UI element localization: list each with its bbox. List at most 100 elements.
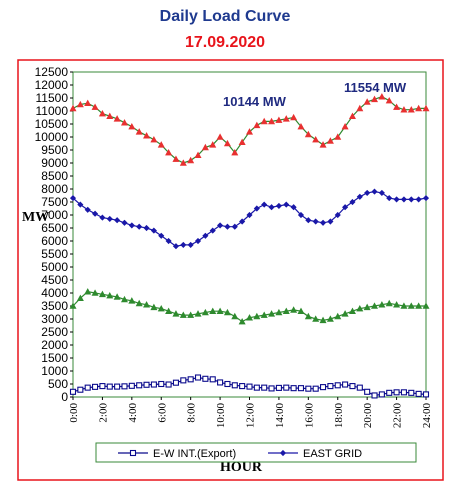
y-tick-label: 3500 — [41, 299, 68, 313]
data-point — [297, 211, 305, 219]
data-point — [165, 148, 173, 156]
data-point — [326, 315, 334, 322]
data-point — [69, 195, 77, 202]
data-point — [341, 310, 349, 317]
data-point — [128, 122, 136, 130]
data-point — [319, 384, 327, 391]
y-tick-label: 8500 — [41, 169, 68, 183]
data-point — [187, 376, 194, 383]
data-point — [69, 388, 77, 395]
data-point — [143, 381, 150, 388]
data-point — [290, 306, 298, 313]
y-tick-label: 1000 — [41, 364, 68, 378]
data-point — [408, 196, 415, 203]
data-point — [231, 382, 238, 389]
data-point — [304, 312, 312, 320]
data-point — [327, 218, 334, 225]
data-point — [275, 202, 282, 209]
data-point — [400, 196, 408, 203]
data-point — [194, 237, 202, 245]
x-tick-label: 0:00 — [68, 403, 80, 423]
data-point — [342, 204, 349, 211]
y-tick-label: 4000 — [41, 286, 68, 300]
data-point — [113, 293, 121, 300]
data-point — [180, 241, 187, 248]
data-point — [245, 314, 254, 321]
data-point — [253, 121, 261, 129]
data-point — [393, 103, 401, 110]
data-point — [371, 392, 378, 399]
y-tick-label: 9000 — [41, 156, 68, 170]
data-point — [106, 291, 114, 299]
data-point — [385, 299, 393, 307]
data-point — [246, 211, 253, 219]
legend-item-label: EAST GRID — [303, 448, 362, 460]
plot-area — [72, 71, 427, 398]
data-point — [356, 193, 363, 200]
data-point — [209, 227, 216, 234]
data-point — [194, 374, 202, 381]
x-tick-label: 24:00 — [421, 403, 433, 429]
data-point — [69, 302, 77, 309]
data-point — [217, 379, 224, 386]
data-point — [179, 311, 187, 318]
data-point — [408, 389, 415, 396]
data-point — [209, 376, 216, 383]
data-point — [283, 384, 290, 391]
data-point — [363, 98, 371, 105]
data-point — [77, 201, 84, 208]
data-point — [172, 379, 180, 386]
x-tick-label: 10:00 — [215, 403, 227, 429]
data-point — [356, 304, 364, 312]
data-point — [76, 294, 84, 302]
data-point — [143, 224, 150, 232]
data-point — [223, 308, 231, 316]
data-point — [282, 115, 290, 122]
data-point — [260, 117, 268, 125]
data-point — [239, 383, 246, 390]
data-point — [253, 205, 260, 212]
data-point — [253, 384, 260, 391]
data-point — [121, 383, 128, 390]
y-tick-label: 6000 — [41, 234, 68, 248]
data-point — [91, 210, 99, 217]
data-point — [290, 204, 297, 211]
data-point — [98, 290, 106, 298]
data-point — [422, 104, 430, 112]
data-point — [158, 380, 165, 388]
data-point — [216, 307, 224, 315]
data-point — [187, 156, 195, 164]
legend-box — [95, 442, 417, 463]
data-point — [165, 381, 172, 388]
series-0 — [69, 374, 430, 399]
data-point — [297, 122, 305, 130]
data-point — [135, 299, 143, 307]
series-1 — [69, 188, 430, 250]
series-2 — [69, 288, 430, 325]
data-point — [312, 385, 319, 392]
data-point — [393, 301, 401, 308]
data-point — [157, 141, 165, 148]
data-point — [202, 232, 209, 239]
data-point — [84, 288, 92, 295]
y-tick-label: 11000 — [36, 104, 69, 118]
data-point — [422, 302, 430, 309]
data-point — [69, 104, 77, 112]
data-point — [99, 214, 106, 221]
y-axis: 0500100015002000250030003500400045005000… — [35, 65, 73, 404]
y-tick-label: 1500 — [41, 351, 68, 365]
data-point — [77, 386, 84, 393]
data-point — [275, 384, 282, 391]
data-point — [268, 385, 275, 392]
y-tick-label: 10000 — [35, 130, 69, 144]
data-point — [209, 307, 217, 315]
data-point — [150, 135, 158, 143]
data-point — [334, 382, 341, 389]
legend-item-label: E-W INT.(Export) — [153, 448, 236, 460]
y-tick-label: 5500 — [41, 247, 68, 261]
y-tick-label: 12500 — [35, 65, 69, 79]
data-point — [283, 201, 290, 208]
data-point — [172, 155, 180, 162]
y-axis-label: MW — [22, 210, 49, 225]
data-point — [128, 222, 135, 229]
